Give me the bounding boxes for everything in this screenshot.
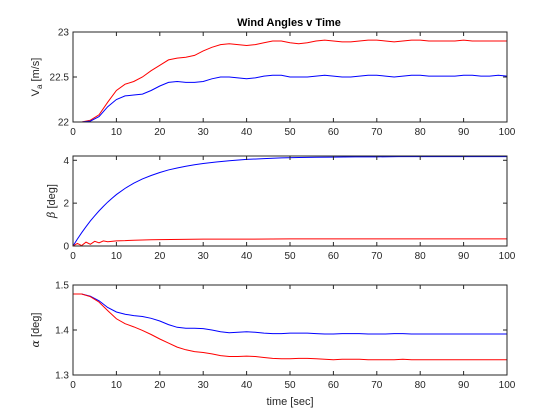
axes-ticks: 0 10 20 30 40 50 60 70 80 90 100 0 2 4 — [63, 156, 515, 262]
x-tick-label: 60 — [328, 251, 340, 262]
ylabel-main: V — [30, 88, 42, 96]
x-tick-label: 10 — [111, 380, 123, 391]
y-axis-label-beta: β [deg] — [45, 184, 58, 219]
x-tick-label: 80 — [415, 380, 427, 391]
x-tick-label: 80 — [415, 127, 427, 138]
x-tick-label: 90 — [458, 251, 470, 262]
panel-beta: 0 10 20 30 40 50 60 70 80 90 100 0 2 4 β [deg] — [45, 155, 516, 262]
axes-box — [72, 155, 508, 247]
x-tick-label: 30 — [198, 251, 210, 262]
y-axis-label-alpha: α [deg] — [29, 313, 42, 348]
ylabel-greek: β — [45, 212, 58, 219]
axes-ticks: 0 10 20 30 40 50 60 70 80 90 100 1.3 1.4 1.5 — [55, 281, 516, 392]
x-tick-label: 90 — [458, 127, 470, 138]
y-tick-label: 0 — [63, 242, 69, 253]
x-tick-label: 70 — [371, 127, 383, 138]
x-tick-label: 30 — [198, 380, 210, 391]
ylabel-unit: [m/s] — [30, 58, 42, 85]
y-tick-label: 2 — [63, 199, 69, 210]
x-tick-label: 0 — [70, 380, 76, 391]
x-axis-label: time [sec] — [266, 396, 313, 408]
x-tick-label: 100 — [499, 380, 516, 391]
figure-title: Wind Angles v Time — [237, 17, 341, 29]
x-tick-label: 50 — [284, 380, 296, 391]
x-tick-label: 50 — [284, 127, 296, 138]
beta-series — [72, 156, 507, 247]
y-tick-label: 22.5 — [50, 73, 70, 84]
y-tick-label: 1.4 — [55, 326, 69, 337]
axes-ticks: 0 10 20 30 40 50 60 70 80 90 100 22 22.5 23 — [50, 28, 516, 139]
ylabel-unit: [deg] — [30, 313, 42, 341]
y-tick-label: 1.5 — [55, 281, 69, 292]
y-tick-label: 22 — [58, 118, 70, 129]
axes-box — [72, 284, 508, 376]
y-tick-label: 1.3 — [55, 371, 69, 382]
series-line-0 — [72, 156, 507, 247]
x-tick-label: 10 — [111, 127, 123, 138]
x-tick-label: 70 — [371, 380, 383, 391]
x-tick-label: 0 — [70, 127, 76, 138]
y-axis-label-airspeed: Va [m/s] — [30, 58, 44, 97]
panel-airspeed: 0 10 20 30 40 50 60 70 80 90 100 22 22.5 23 Va [m/s] — [30, 28, 516, 139]
series-line-1 — [73, 293, 507, 361]
x-tick-label: 20 — [154, 127, 166, 138]
x-tick-label: 60 — [328, 380, 340, 391]
x-tick-label: 20 — [154, 380, 166, 391]
x-tick-label: 100 — [499, 251, 516, 262]
x-tick-label: 10 — [111, 251, 123, 262]
x-tick-label: 40 — [241, 251, 253, 262]
x-tick-label: 20 — [154, 251, 166, 262]
alpha-series — [73, 293, 507, 361]
x-tick-label: 0 — [70, 251, 76, 262]
y-tick-label: 23 — [58, 28, 70, 39]
airspeed-series — [73, 39, 508, 123]
x-tick-label: 30 — [198, 127, 210, 138]
x-tick-label: 70 — [371, 251, 383, 262]
series-line-1 — [73, 74, 508, 123]
x-tick-label: 80 — [415, 251, 427, 262]
x-tick-label: 90 — [458, 380, 470, 391]
x-tick-label: 60 — [328, 127, 340, 138]
x-tick-label: 40 — [241, 127, 253, 138]
x-tick-label: 100 — [499, 127, 516, 138]
series-line-0 — [73, 293, 507, 335]
x-tick-label: 50 — [284, 251, 296, 262]
y-tick-label: 4 — [63, 156, 69, 167]
series-line-1 — [72, 238, 507, 247]
ylabel-subscript: a — [35, 84, 44, 89]
ylabel-greek: α — [29, 339, 42, 347]
ylabel-unit: [deg] — [46, 184, 58, 212]
x-tick-label: 40 — [241, 380, 253, 391]
series-line-0 — [73, 39, 507, 123]
